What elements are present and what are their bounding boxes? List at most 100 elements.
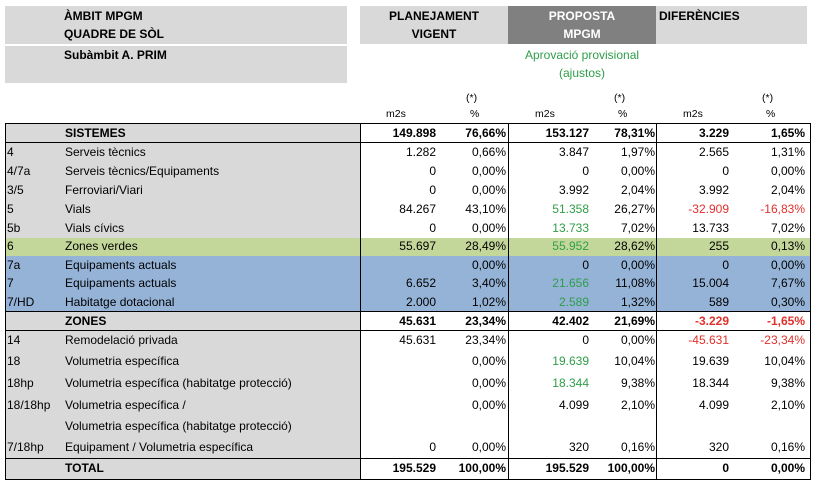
diferencies-title: DIFERÈNCIES <box>659 9 740 23</box>
bg-total-left <box>5 459 360 479</box>
row-code: 7a <box>7 258 21 272</box>
row-code: 3/5 <box>7 183 24 197</box>
sistemes-divider <box>5 142 811 143</box>
row-diferencia-pct: 9,38% <box>770 376 805 390</box>
row-vigent-m2s: 0 <box>429 440 436 454</box>
table-row: 7a Equipaments actuals 0,00% 0 0,00% 0 0… <box>5 256 811 275</box>
row-name: Vials <box>65 202 91 216</box>
row-diferencia-pct: 10,04% <box>764 354 805 368</box>
bg-zones-left <box>5 312 360 331</box>
diferencies-header: DIFERÈNCIES <box>656 6 807 44</box>
row-name: ZONES <box>65 314 107 328</box>
table-row: 6 Zones verdes 55.697 28,49% 55.952 28,6… <box>5 237 811 256</box>
row-vigent-pct: 0,66% <box>471 145 506 159</box>
table-row: 5b Vials cívics 0 0,00% 13.733 7,02% 13.… <box>5 219 811 238</box>
planejament-line1: PLANEJAMENT <box>388 9 479 23</box>
row-diferencia-m2s: 2.565 <box>698 145 729 159</box>
row-vigent-pct: 0,00% <box>471 376 506 390</box>
proposta-header: PROPOSTA MPGM <box>508 6 656 44</box>
row-diferencia-m2s: -45.631 <box>688 333 729 347</box>
row-diferencia-pct: 2,04% <box>770 183 805 197</box>
row-proposta-m2s: 13.733 <box>552 221 589 235</box>
row-vigent-m2s: 45.631 <box>399 314 436 328</box>
bg-equipaments <box>5 256 811 312</box>
row-vigent-m2s: 45.631 <box>399 333 436 347</box>
table-row: Volumetria específica (habitatge protecc… <box>5 417 811 436</box>
row-diferencia-m2s: 0 <box>722 164 729 178</box>
proposta-line1: PROPOSTA <box>548 9 616 23</box>
row-diferencia-m2s: 0 <box>722 461 729 475</box>
row-diferencia-pct: 7,02% <box>770 221 805 235</box>
col-divider-diferencies <box>656 123 657 480</box>
row-code: 5 <box>7 202 14 216</box>
row-vigent-m2s: 84.267 <box>399 202 436 216</box>
row-proposta-pct: 100,00% <box>607 461 655 475</box>
row-code: 14 <box>7 333 21 347</box>
row-name: Volumetria específica (habitatge protecc… <box>65 419 292 433</box>
row-code: 5b <box>7 221 21 235</box>
table-row: 14 Remodelació privada 45.631 23,34% 0 0… <box>5 331 811 350</box>
row-diferencia-pct: 1,31% <box>770 145 805 159</box>
row-proposta-pct: 7,02% <box>620 221 655 235</box>
quadre-title: QUADRE DE SÒL <box>64 27 165 41</box>
row-vigent-pct: 0,00% <box>471 183 506 197</box>
row-vigent-m2s: 149.898 <box>392 126 436 140</box>
table-border-top <box>5 123 811 124</box>
row-vigent-m2s: 55.697 <box>399 239 436 253</box>
row-name: Volumetria específica (habitatge protecc… <box>65 376 292 390</box>
note-p1: (*) <box>466 92 478 104</box>
row-vigent-m2s: 6.652 <box>405 276 436 290</box>
row-diferencia-pct: 0,00% <box>770 164 805 178</box>
row-proposta-pct: 9,38% <box>620 376 655 390</box>
zones-bottom-divider <box>5 330 811 331</box>
row-proposta-m2s: 55.952 <box>552 239 589 253</box>
row-code: 6 <box>7 239 14 253</box>
row-diferencia-m2s: 19.639 <box>692 354 729 368</box>
bg-gray-rows <box>5 143 360 238</box>
row-proposta-m2s: 2.589 <box>558 295 589 309</box>
row-code: 18hp <box>7 376 34 390</box>
row-vigent-pct: 100,00% <box>458 461 506 475</box>
row-diferencia-m2s: 3.992 <box>698 183 729 197</box>
table-row: 5 Vials 84.267 43,10% 51.358 26,27% -32.… <box>5 200 811 219</box>
bg-sistemes-left <box>5 124 360 143</box>
row-diferencia-pct: 2,10% <box>770 398 805 412</box>
ambit-header-box: ÀMBIT MPGM QUADRE DE SÒL <box>5 6 347 44</box>
row-code: 18 <box>7 354 21 368</box>
row-name: Volumetria específica <box>65 354 180 368</box>
row-name: Equipament / Volumetria específica <box>65 440 254 454</box>
note-p2: (*) <box>614 92 626 104</box>
row-name: Ferroviari/Viari <box>65 183 143 197</box>
row-diferencia-m2s: -32.909 <box>688 202 729 216</box>
row-diferencia-m2s: 255 <box>708 239 729 253</box>
row-vigent-pct: 0,00% <box>471 164 506 178</box>
row-vigent-m2s: 1.282 <box>405 145 436 159</box>
row-diferencia-pct: -16,83% <box>760 202 805 216</box>
row-name: TOTAL <box>65 461 104 475</box>
table-row: SISTEMES 149.898 76,66% 153.127 78,31% 3… <box>5 124 811 143</box>
row-diferencia-pct: 0,13% <box>770 239 805 253</box>
unit-pct-2: % <box>618 108 628 120</box>
row-diferencia-pct: 1,65% <box>770 126 805 140</box>
unit-m2s-3: m2s <box>683 108 703 120</box>
row-proposta-m2s: 3.992 <box>558 183 589 197</box>
row-diferencia-pct: 0,16% <box>770 440 805 454</box>
row-name: Serveis tècnics <box>65 145 146 159</box>
row-vigent-pct: 3,40% <box>471 276 506 290</box>
table-row: 7/HD Habitatge dotacional 2.000 1,02% 2.… <box>5 293 811 312</box>
row-vigent-m2s: 2.000 <box>405 295 436 309</box>
row-proposta-pct: 11,08% <box>615 276 655 290</box>
row-diferencia-m2s: 13.733 <box>692 221 729 235</box>
note-p3: (*) <box>762 92 774 104</box>
table-row: 7/18hp Equipament / Volumetria específic… <box>5 438 811 457</box>
row-name: Remodelació privada <box>65 333 178 347</box>
row-vigent-pct: 0,00% <box>471 440 506 454</box>
row-proposta-pct: 28,62% <box>614 239 655 253</box>
row-diferencia-pct: 0,30% <box>770 295 805 309</box>
total-top-divider <box>5 458 811 459</box>
row-diferencia-m2s: 0 <box>722 258 729 272</box>
row-vigent-pct: 1,02% <box>471 295 506 309</box>
row-name: SISTEMES <box>65 126 126 140</box>
row-name: Vials cívics <box>65 221 125 235</box>
row-diferencia-pct: 0,00% <box>770 258 805 272</box>
